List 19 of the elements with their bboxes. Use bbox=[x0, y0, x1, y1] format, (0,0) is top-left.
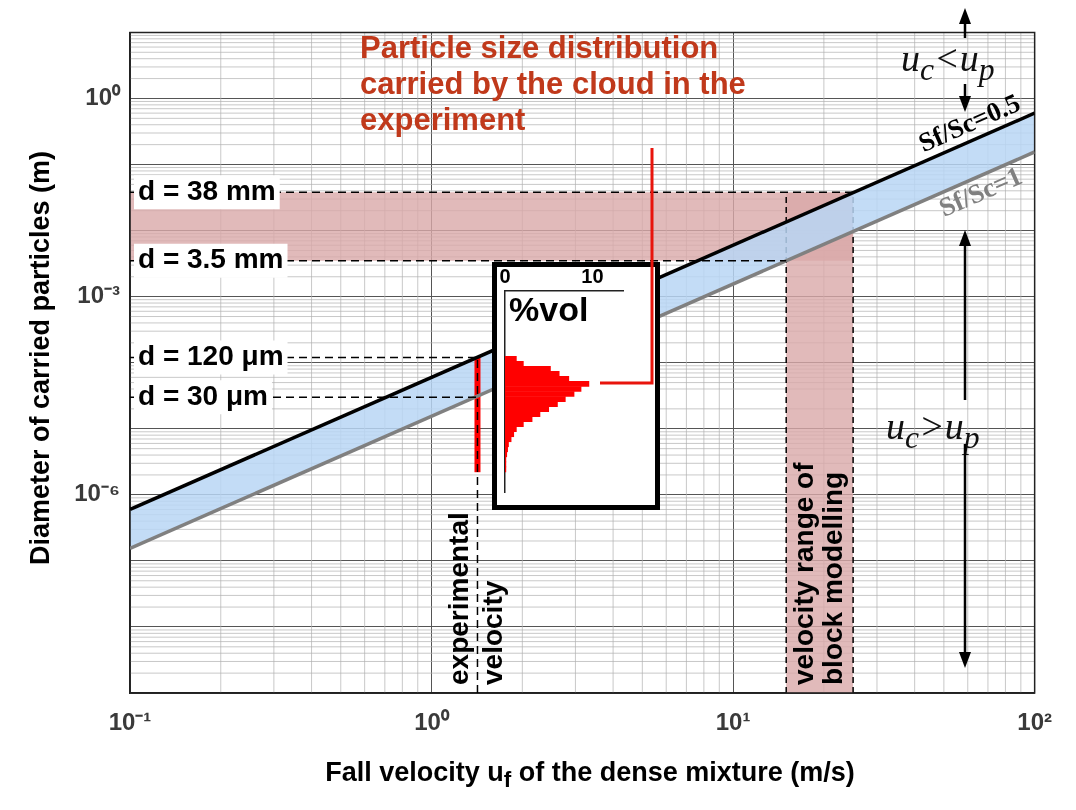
annotation: u$_{c}$<u$_{p}$ bbox=[901, 36, 995, 88]
ref-line-label: d = 3.5 mm bbox=[138, 243, 284, 275]
x-tick-label: 10¹ bbox=[715, 708, 751, 736]
y-tick-label: 10⁻⁶ bbox=[74, 479, 120, 507]
x-tick-label: 10⁻¹ bbox=[108, 708, 152, 736]
band-label: velocity range of block modelling bbox=[788, 461, 849, 685]
ref-line-label: experimental velocity bbox=[443, 512, 509, 685]
y-tick-label: 10⁰ bbox=[85, 83, 121, 111]
y-tick-label: 10⁻³ bbox=[77, 281, 121, 309]
y-axis-title: Diameter of carried particles (m) bbox=[24, 150, 56, 566]
x-axis-title: Fall velocity u$_{f}$ of the dense mixture (m/s) bbox=[325, 756, 855, 794]
x-tick-label: 10² bbox=[1017, 708, 1053, 736]
ref-line-label: d = 30 μm bbox=[138, 379, 268, 411]
ref-line-label: d = 120 μm bbox=[138, 340, 284, 372]
ref-line-label: d = 38 mm bbox=[138, 175, 276, 206]
x-tick-label: 0 bbox=[499, 264, 511, 287]
x-tick-label: 10⁰ bbox=[414, 708, 450, 736]
x-tick-label: 10 bbox=[581, 264, 604, 287]
x-axis-title: %vol bbox=[509, 290, 589, 329]
